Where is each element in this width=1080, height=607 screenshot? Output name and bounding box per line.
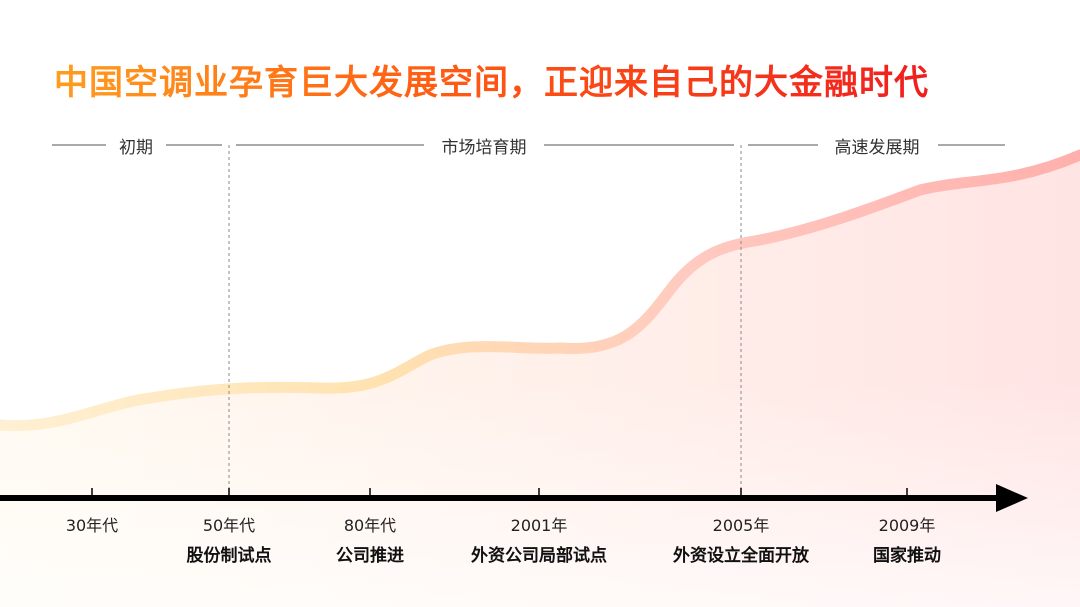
growth-curve [0, 149, 1080, 432]
page-title: 中国空调业孕育巨大发展空间，正迎来自己的大金融时代 [54, 55, 929, 104]
year-label-80s: 80年代 [343, 516, 397, 535]
year-label-50s: 50年代 [202, 516, 256, 535]
event-label-50s: 股份制试点 [186, 546, 272, 566]
event-label-80s: 公司推进 [336, 546, 404, 566]
phase-label-cultivation: 市场培育期 [433, 133, 535, 158]
event-label-2009: 国家推动 [873, 546, 941, 566]
timeline-arrowhead [996, 484, 1028, 512]
year-label-30s: 30年代 [65, 516, 119, 535]
year-label-2009: 2009年 [878, 516, 936, 535]
phase-label-early: 初期 [111, 133, 161, 158]
event-label-2001: 外资公司局部试点 [471, 546, 607, 566]
phase-label-rapid-growth: 高速发展期 [826, 133, 928, 158]
year-label-2001: 2001年 [510, 516, 568, 535]
event-label-2005: 外资设立全面开放 [673, 546, 809, 566]
year-label-2005: 2005年 [712, 516, 770, 535]
